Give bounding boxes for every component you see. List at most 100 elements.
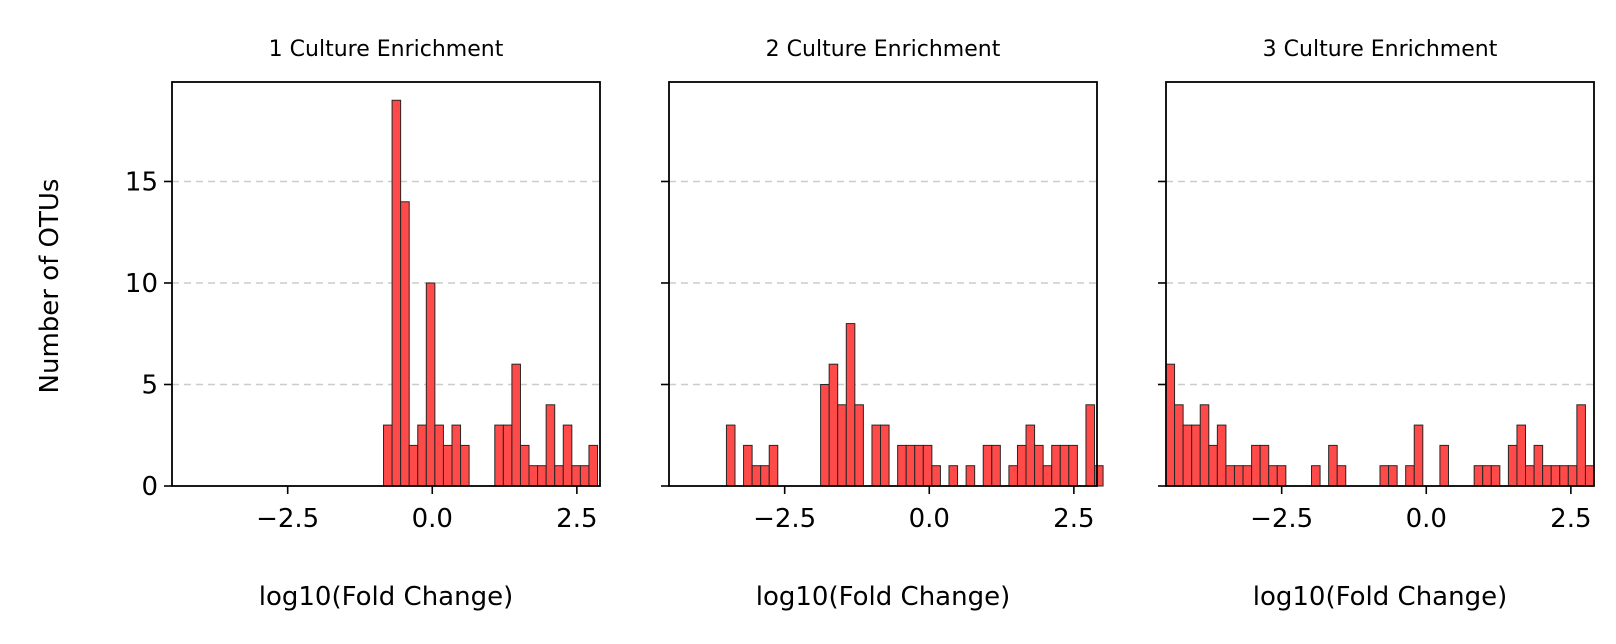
histogram-bar [1225,465,1235,487]
histogram-bar [1059,444,1070,487]
histogram-bar [1336,465,1347,487]
histogram-bar [1191,424,1201,487]
histogram-bar [1208,444,1218,487]
histogram-bar [1576,404,1586,487]
histogram-bar [571,465,581,487]
histogram-bar [1328,444,1338,487]
histogram-bar [1174,404,1184,487]
x-axis-label: log10(Fold Change) [259,582,513,612]
histogram-bar [1034,444,1044,487]
histogram-bar [1379,465,1390,487]
histogram-bar [400,201,410,487]
histogram-bar [1051,444,1061,487]
histogram-bar [948,465,959,487]
histogram-bar [588,444,599,487]
histogram-bar [991,444,1001,487]
histogram-bar [511,363,521,487]
histogram-bar [502,424,513,487]
histogram-bar [391,99,402,487]
y-tick-label: 10 [125,269,158,299]
x-tick-label: 0.0 [1406,504,1447,534]
histogram-bar [537,465,547,487]
y-tick-label: 0 [141,472,158,502]
histogram-bar [1584,465,1595,487]
histogram-bar [751,465,762,487]
histogram-bar [528,465,539,487]
histogram-bar [1042,465,1053,487]
x-tick-label: 2.5 [1550,504,1591,534]
panel-title: 3 Culture Enrichment [1263,37,1498,62]
histogram-bar [760,465,770,487]
histogram-bar [837,404,847,487]
histogram-bar [1439,444,1449,487]
histogram-bar [905,444,916,487]
histogram-bar [1216,424,1227,487]
histogram-bar [1482,465,1492,487]
histogram-bar [1525,465,1535,487]
histogram-bar [931,465,941,487]
histogram-bar [1507,444,1518,487]
histogram-bar [1182,424,1193,487]
histogram-bar [1405,465,1415,487]
histogram-bar [1567,465,1578,487]
histogram-bar [1311,465,1321,487]
x-tick-label: 0.0 [909,504,950,534]
histogram-bar [1473,465,1484,487]
histogram-bar [880,424,890,487]
axes-frame [1165,81,1595,487]
panel-1: −2.5 0.0 2.5 0 5 10 15 1 Culture Enrichment log1… [125,37,601,612]
y-tick-label: 15 [125,167,158,197]
histogram-bar [725,424,736,487]
histogram-bar [965,465,976,487]
histogram-bar [768,444,779,487]
histogram-bar [922,444,933,487]
histogram-bar [854,404,864,487]
histogram-bar [1016,444,1027,487]
histogram-bar [554,465,564,487]
histogram-bar [417,424,427,487]
histogram-bar [1008,465,1018,487]
histogram-bar [820,383,830,487]
histogram-bar [1268,465,1278,487]
histogram-bar [519,444,530,487]
histogram-bar [545,404,556,487]
x-tick-label: 0.0 [412,504,453,534]
x-tick-label: 2.5 [1053,504,1094,534]
histogram-bar [383,424,393,487]
histogram-bar [1068,444,1078,487]
histogram-bar [1199,404,1210,487]
histogram-bar [1233,465,1244,487]
axes-frame [668,81,1098,487]
x-tick-label: −2.5 [753,504,816,534]
histogram-bar [982,444,993,487]
histogram-bar [579,465,590,487]
histogram-bar [1413,424,1424,487]
panel-title: 1 Culture Enrichment [269,37,504,62]
panel-title: 2 Culture Enrichment [766,37,1001,62]
histogram-bar [1542,465,1552,487]
histogram-bar [1516,424,1527,487]
histogram-bar [871,424,882,487]
histogram-bar [1242,465,1253,487]
histogram-bar [1276,465,1287,487]
histogram-bar [1094,465,1104,487]
y-tick-label: 5 [141,370,158,400]
histogram-bar [1388,465,1398,487]
histogram-bar [451,424,462,487]
histogram-bar [1533,444,1544,487]
histogram-bar [1259,444,1270,487]
histogram-bar [828,363,839,487]
histogram-bar [494,424,504,487]
histogram-bar [1251,444,1261,487]
histogram-bar [1559,465,1569,487]
x-axis-label: log10(Fold Change) [756,582,1010,612]
histogram-bar [562,424,573,487]
x-tick-label: −2.5 [256,504,319,534]
histogram-bar [845,323,856,487]
histogram-bar [1085,404,1096,487]
histogram-bar [460,444,470,487]
x-tick-label: 2.5 [556,504,597,534]
histogram-bar [425,282,436,487]
x-tick-label: −2.5 [1250,504,1313,534]
